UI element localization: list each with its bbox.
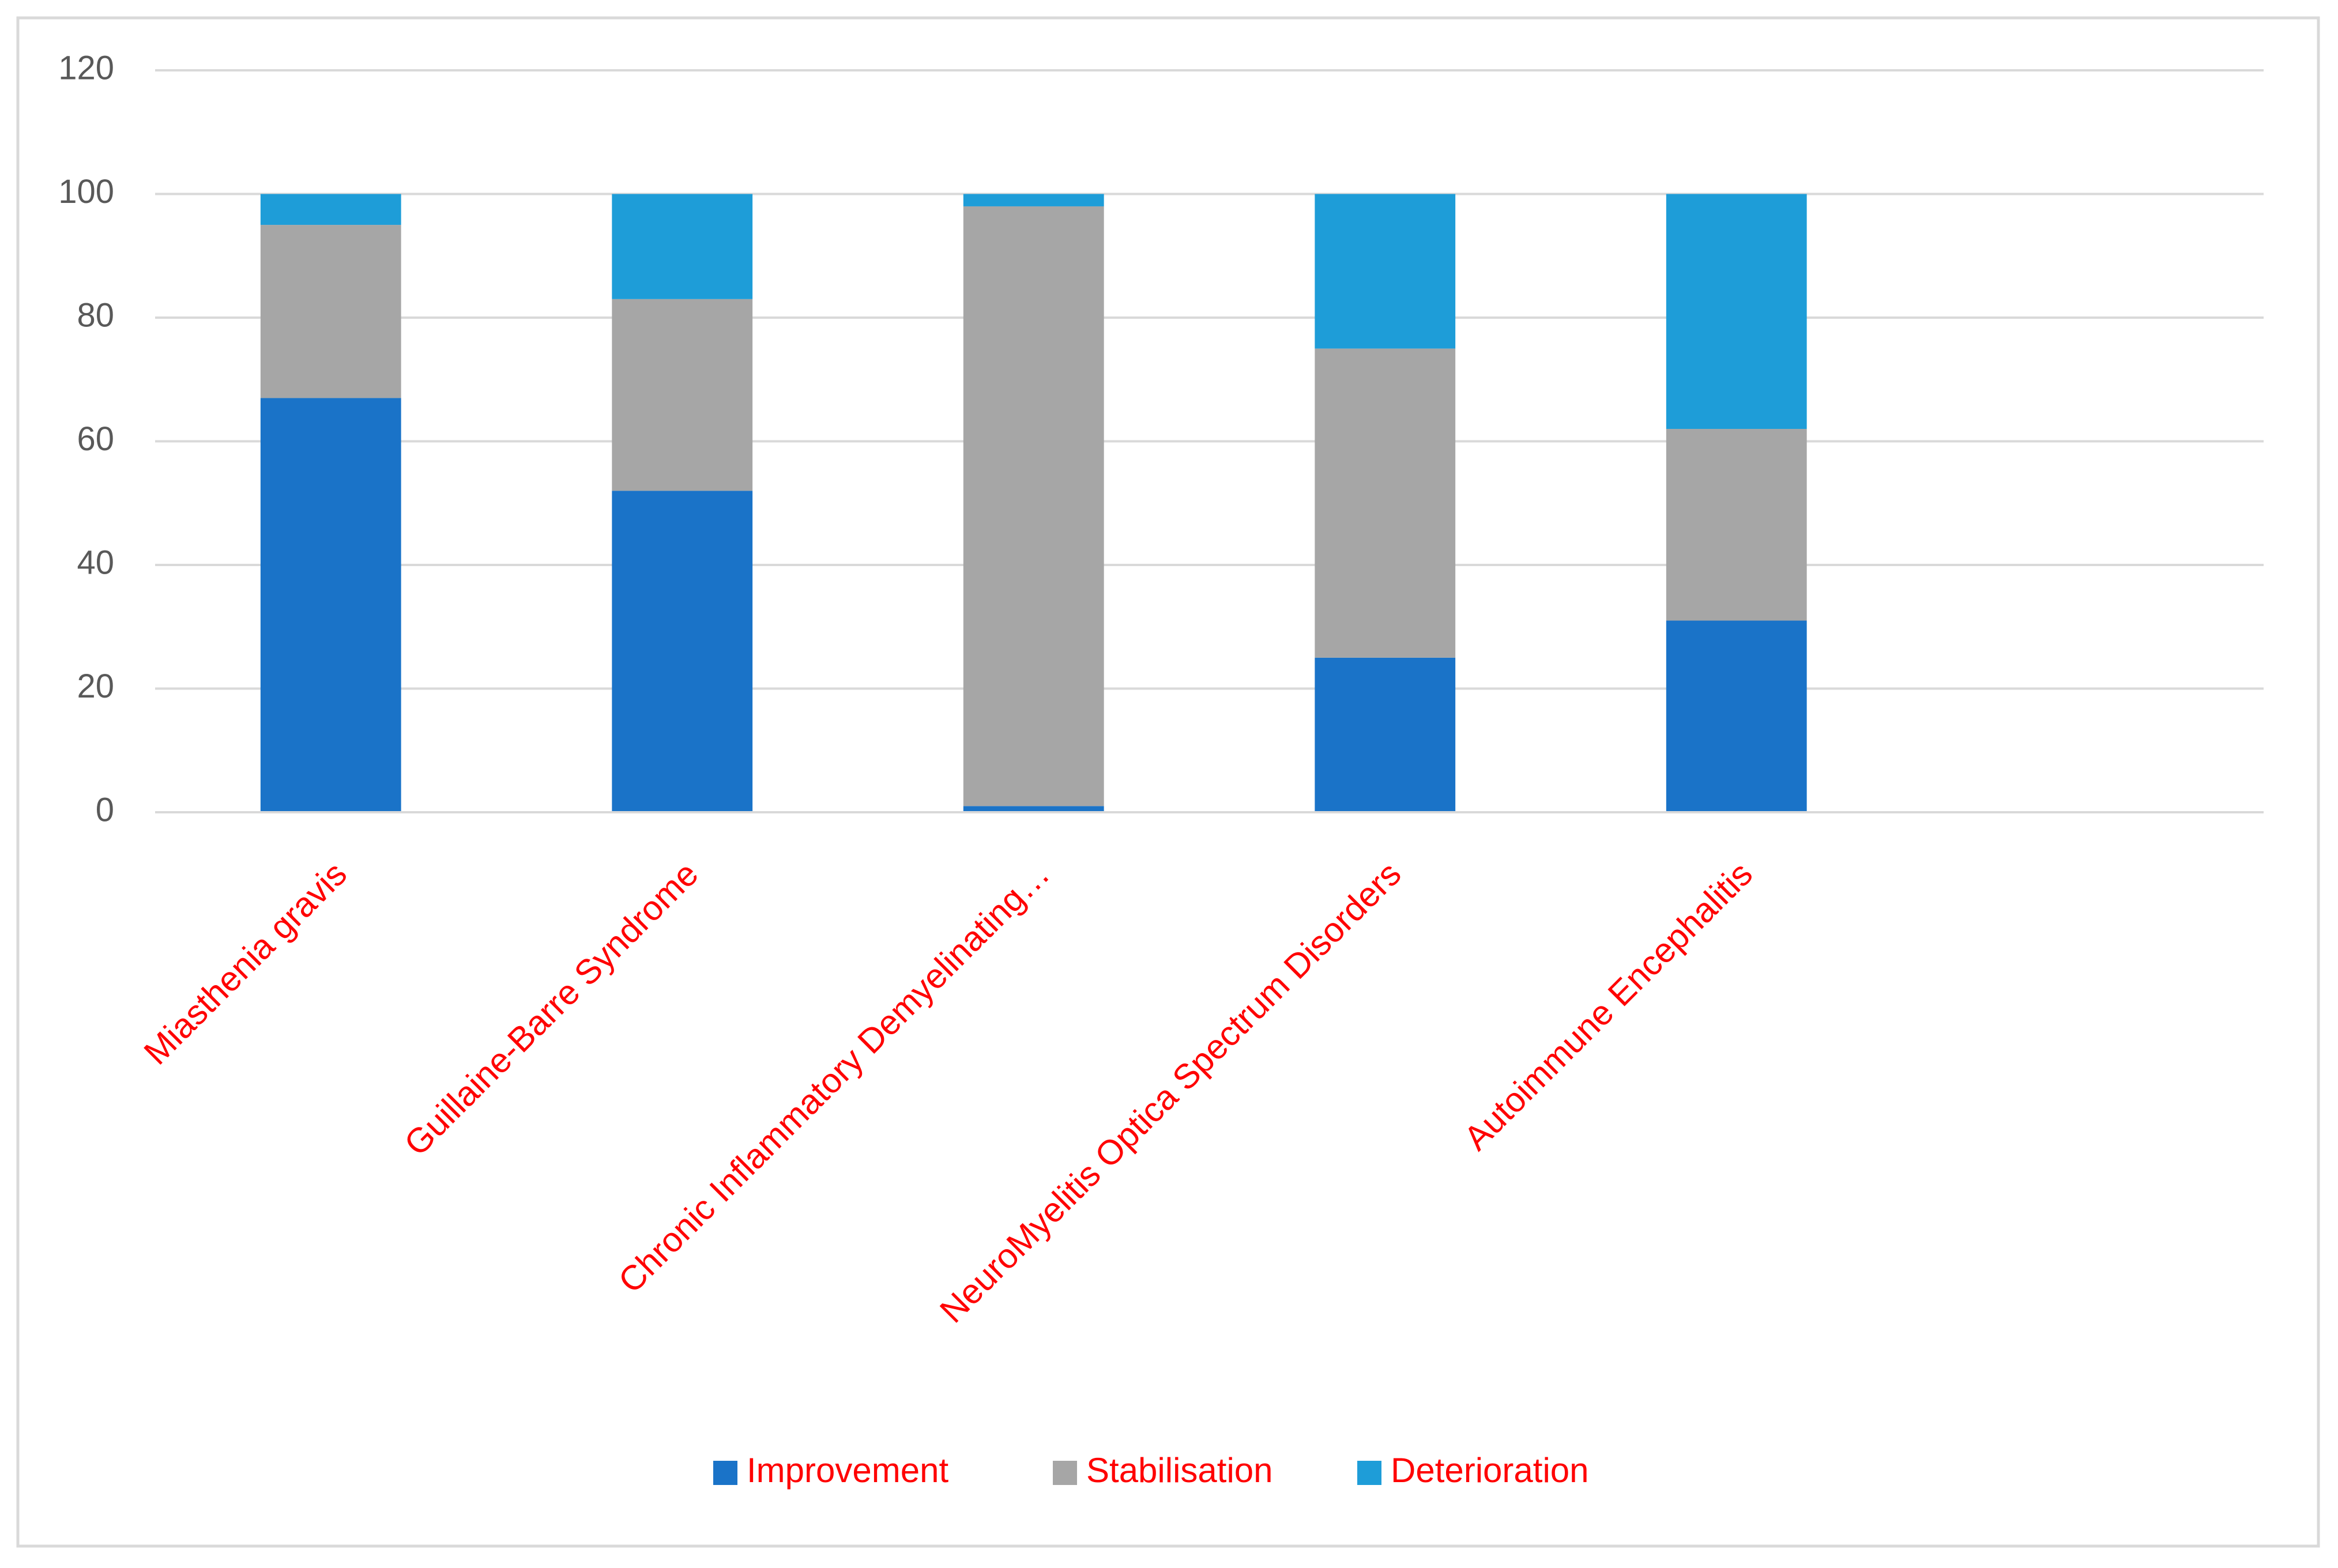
bar-segment — [612, 299, 753, 491]
legend-swatch — [1357, 1461, 1381, 1485]
bar-segment — [1315, 194, 1456, 349]
legend-swatch — [713, 1461, 737, 1485]
bar-segment — [963, 206, 1104, 806]
legend-label: Stabilisation — [1086, 1451, 1273, 1490]
bar-segment — [1315, 657, 1456, 812]
legend-swatch — [1053, 1461, 1077, 1485]
y-tick-label: 60 — [77, 420, 114, 458]
bar-segment — [963, 194, 1104, 206]
bar-segment — [260, 398, 401, 812]
y-tick-label: 20 — [77, 668, 114, 705]
bar-segment — [1315, 348, 1456, 658]
chart-border — [16, 16, 2320, 1548]
y-tick-label: 80 — [77, 296, 114, 334]
legend-label: Deterioration — [1391, 1451, 1589, 1490]
bar-segment — [963, 806, 1104, 812]
bar-segment — [260, 194, 401, 225]
y-tick-label: 40 — [77, 544, 114, 581]
y-tick-label: 120 — [58, 49, 114, 86]
y-tick-label: 0 — [96, 791, 114, 828]
y-tick-label: 100 — [58, 173, 114, 210]
bar-segment — [1666, 620, 1807, 812]
bar-segment — [260, 225, 401, 398]
bar-segment — [1666, 194, 1807, 429]
bar-segment — [612, 491, 753, 812]
bar-segment — [1666, 429, 1807, 621]
bar-segment — [612, 194, 753, 299]
legend-label: Improvement — [747, 1451, 948, 1490]
